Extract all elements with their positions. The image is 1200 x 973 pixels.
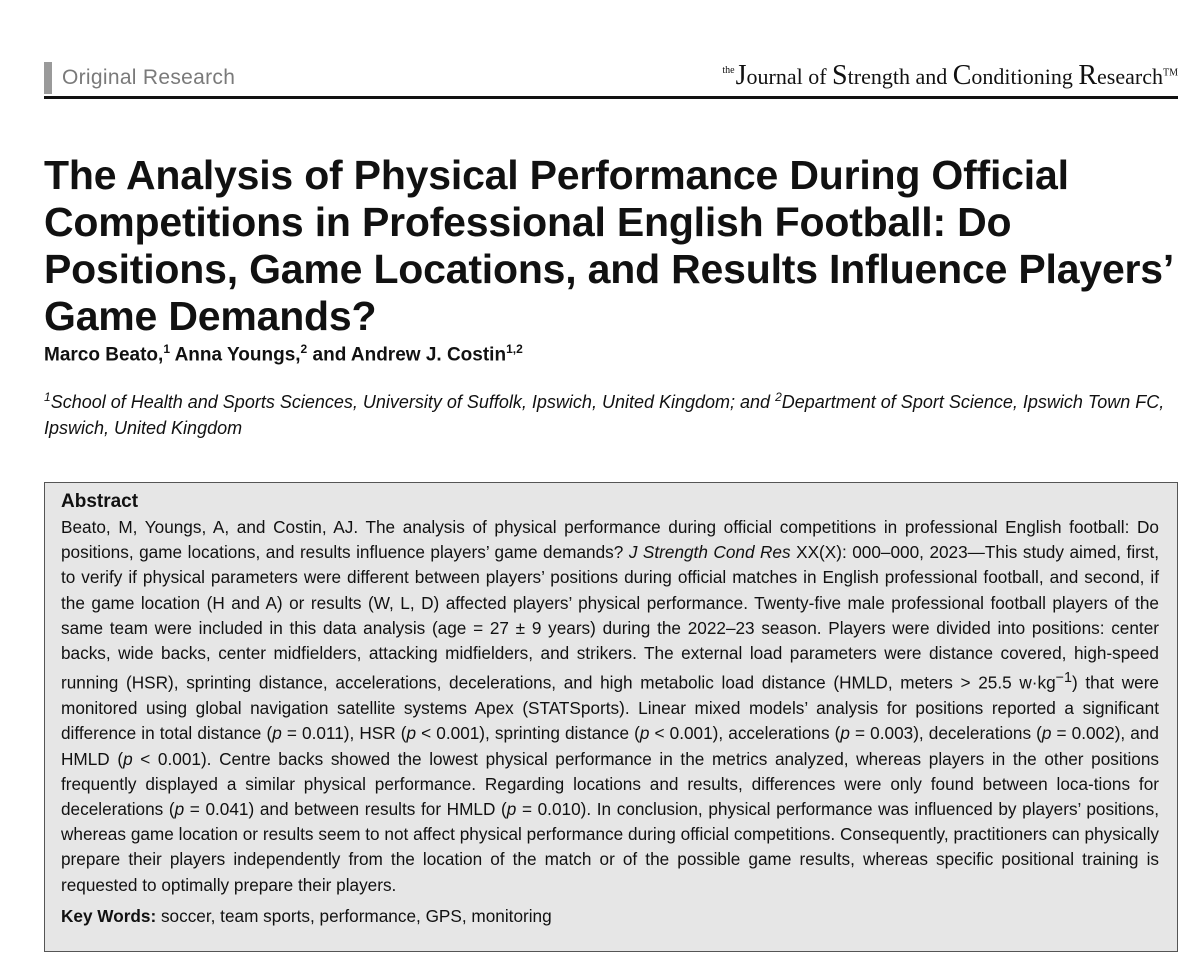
journal-cap-c: C [952, 60, 972, 91]
journal-cap-s: S [832, 60, 848, 91]
affil-text-2: Department of Sport Science, Ipswich Tow… [44, 392, 1165, 438]
author-affil-sup: 1 [163, 342, 170, 356]
abstract-segment: = 0.003), decelerations ( [849, 723, 1042, 744]
abstract-exponent: −1 [1055, 670, 1072, 687]
journal-name: theJournal of Strength and Conditioning … [722, 60, 1178, 92]
p-symbol: p [174, 798, 185, 819]
journal-part-esearch: esearch [1097, 64, 1163, 89]
author-list: Marco Beato,1 Anna Youngs,2 and Andrew J… [44, 342, 523, 366]
affil-text-1: School of Health and Sports Sciences, Un… [50, 392, 776, 412]
keywords-list: soccer, team sports, performance, GPS, m… [156, 905, 552, 926]
abstract-segment: = 0.010). In conclusion, physical perfor… [61, 798, 1159, 895]
affil-sup-2: 2 [775, 390, 782, 404]
section-label: Original Research [62, 66, 236, 89]
abstract-box: Abstract Beato, M, Youngs, A, and Costin… [44, 482, 1178, 952]
p-symbol: p [406, 723, 417, 744]
author-name: Anna Youngs, [174, 344, 301, 366]
keywords: Key Words: soccer, team sports, performa… [61, 906, 1159, 927]
author-name: Marco Beato, [44, 344, 164, 366]
p-symbol: p [639, 723, 650, 744]
author-name: and Andrew J. Costin [312, 344, 507, 366]
page-header: Original Research theJournal of Strength… [44, 60, 1178, 96]
author-affil-sup: 1,2 [506, 342, 523, 356]
abstract-segment: = 0.041) and between results for HMLD ( [184, 798, 507, 819]
article-title: The Analysis of Physical Performance Dur… [44, 152, 1172, 339]
abstract-segment: < 0.001), sprinting distance ( [416, 723, 640, 744]
abstract-segment: Beato, M, Youngs, A, and Costin, AJ. The… [61, 517, 1159, 563]
abstract-heading: Abstract [61, 491, 139, 512]
p-symbol: p [272, 723, 282, 744]
section-tab: Original Research [44, 62, 235, 94]
journal-trademark: TM [1163, 67, 1178, 79]
p-symbol: p [506, 798, 517, 819]
abstract-text: Beato, M, Youngs, A, and Costin, AJ. The… [61, 515, 1159, 898]
author-affil-sup: 2 [300, 342, 308, 356]
abstract-segment: < 0.001). Centre backs showed the lowest… [61, 748, 1159, 819]
header-divider [44, 96, 1178, 99]
p-symbol: p [123, 748, 133, 769]
journal-the: the [722, 65, 735, 76]
section-marker-bar [44, 62, 52, 94]
affiliations: 1School of Health and Sports Sciences, U… [44, 384, 1178, 441]
journal-part-ournal: ournal of [746, 64, 833, 89]
abstract-segment: ) that were monitored using global navig… [61, 672, 1159, 744]
p-symbol: p [1041, 723, 1052, 744]
journal-part-trength: trength and [847, 64, 953, 89]
abstract-segment: < 0.001), accelerations ( [649, 723, 841, 744]
journal-cap-r: R [1078, 60, 1098, 91]
abstract-segment: XX(X): 000–000, 2023—This study aimed, f… [61, 542, 1160, 693]
affil-sup-1: 1 [44, 390, 51, 404]
journal-part-onditioning: onditioning [971, 64, 1079, 89]
p-symbol: p [840, 723, 850, 744]
journal-cap-j: J [735, 60, 747, 91]
keywords-label: Key Words: [61, 905, 157, 926]
abstract-segment: = 0.011), HSR ( [281, 723, 407, 744]
abstract-segment: = 0.002), and HMLD ( [61, 723, 1159, 769]
abstract-journal-ref: J Strength Cond Res [628, 542, 791, 563]
